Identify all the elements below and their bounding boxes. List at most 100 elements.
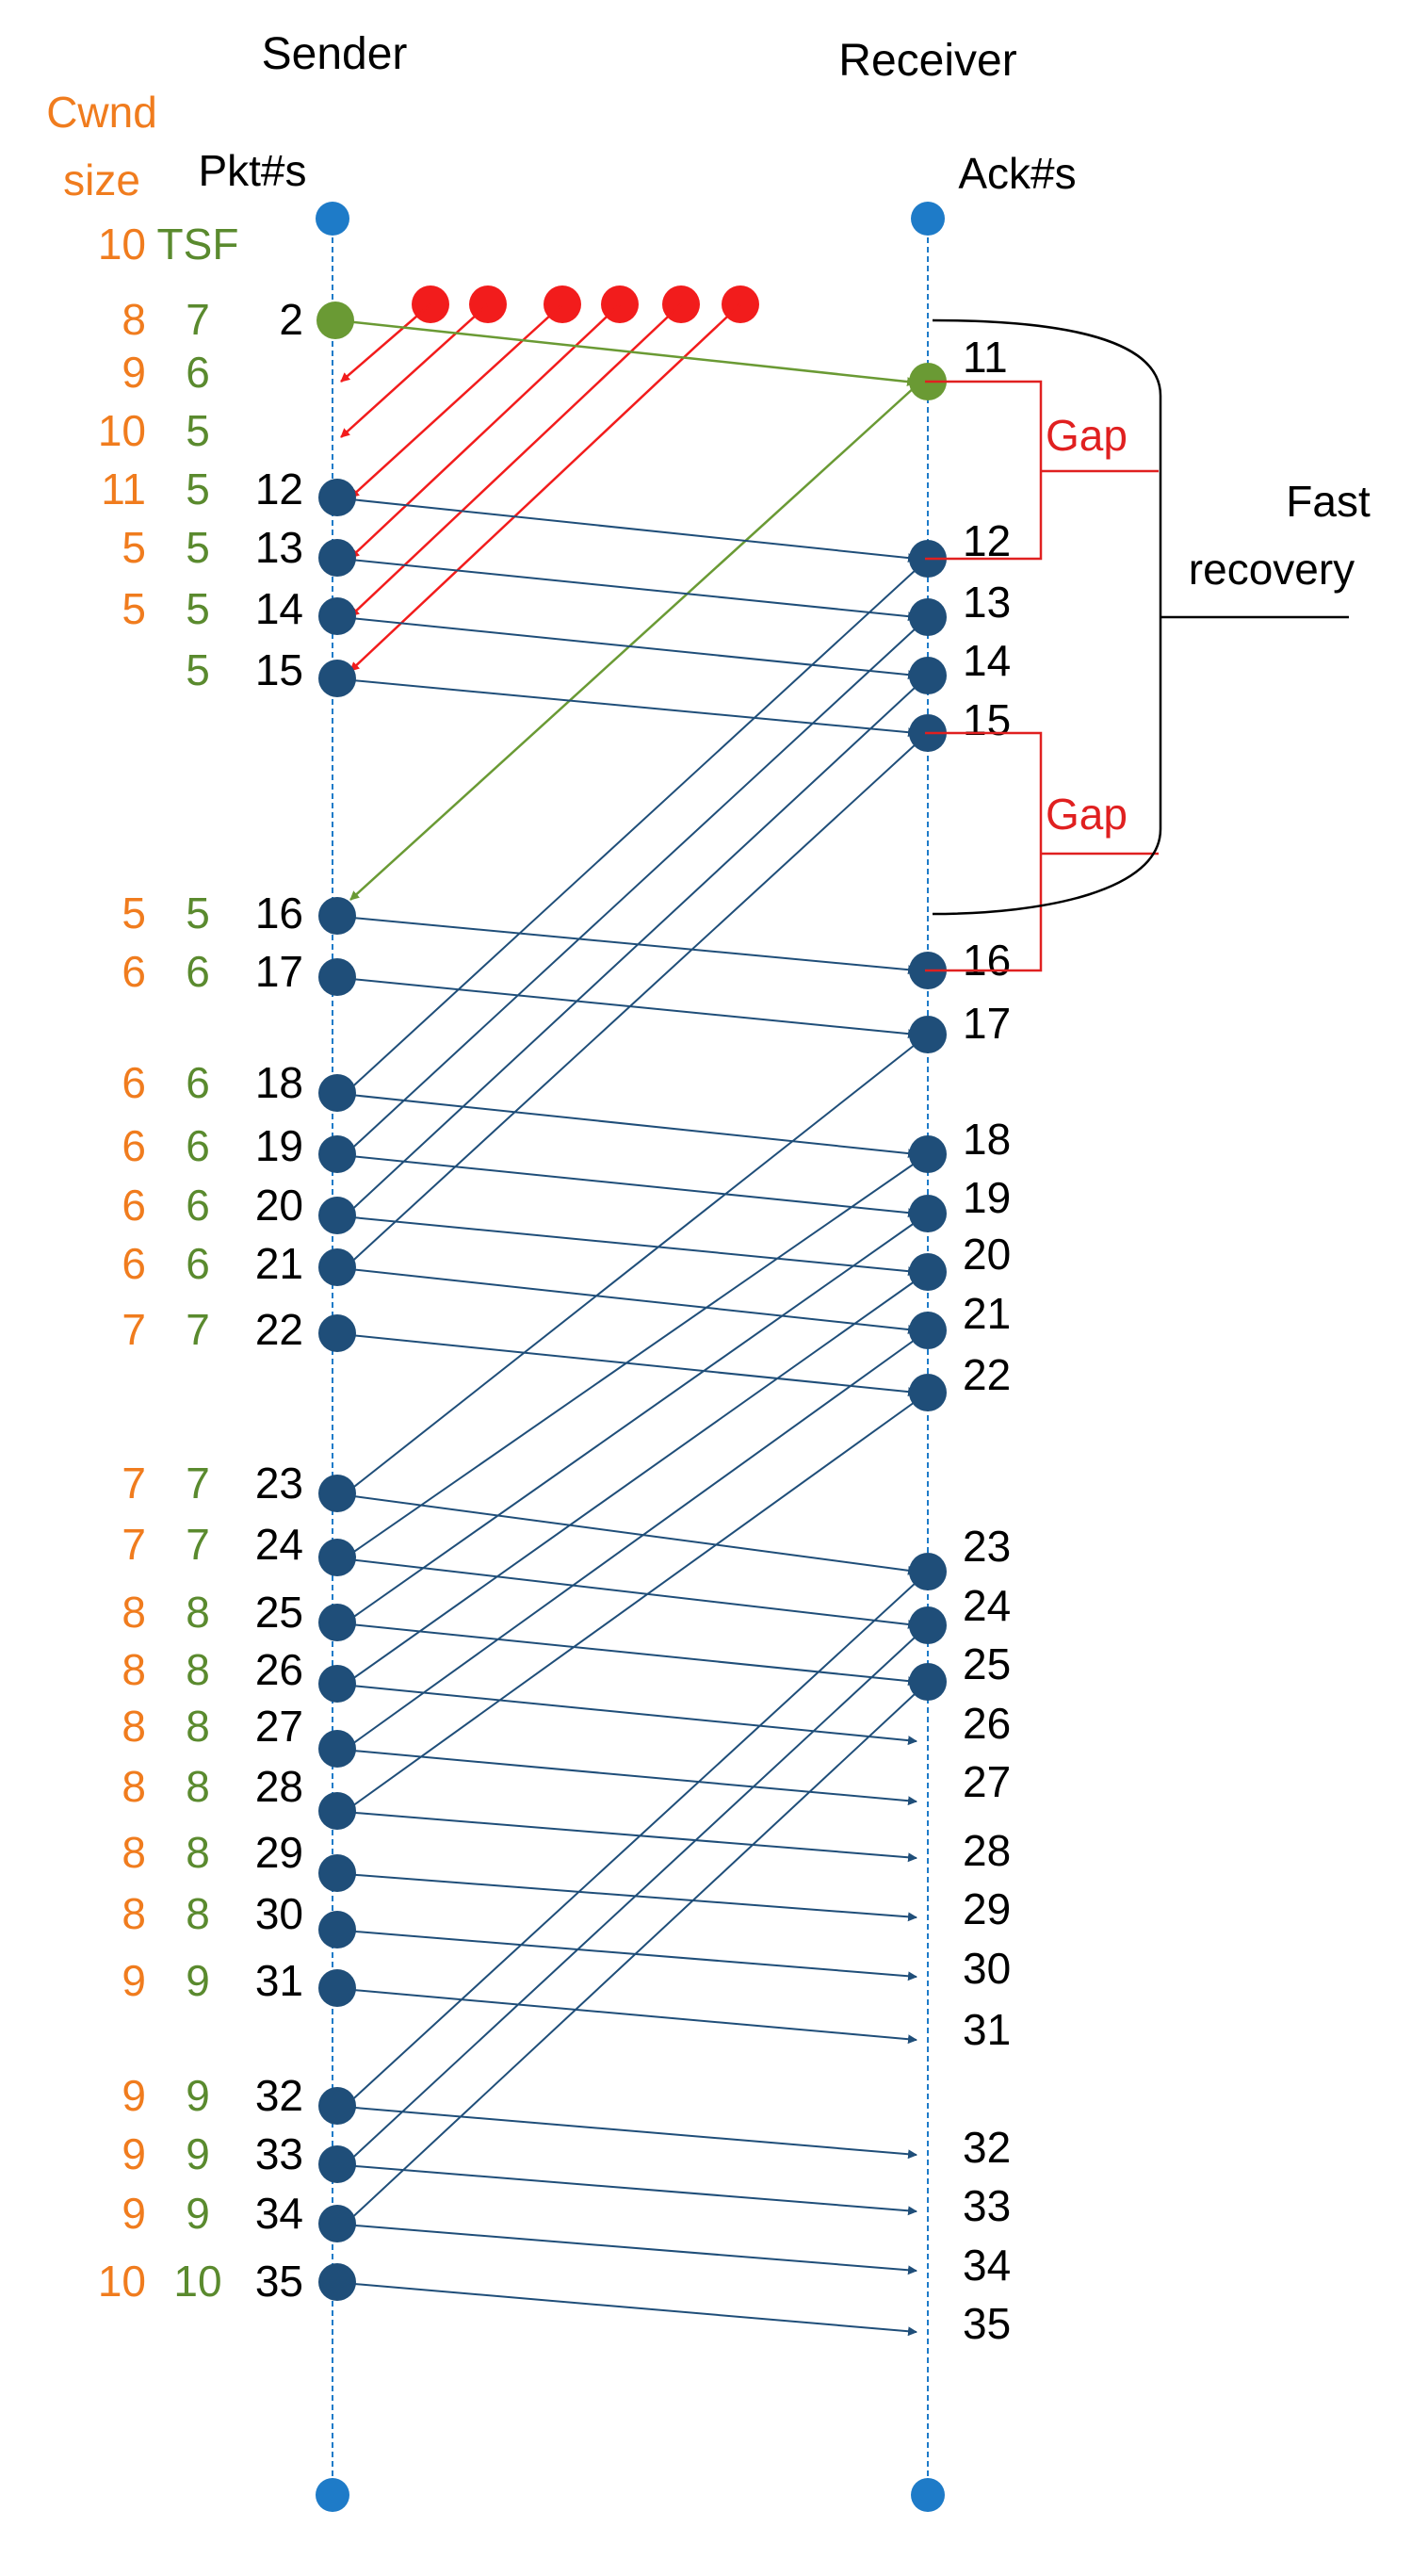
sender-packet-dot: [318, 1197, 356, 1234]
packet-number: 26: [255, 1645, 303, 1694]
cwnd-value: 9: [122, 348, 146, 397]
packet-number: 27: [255, 1702, 303, 1751]
packet-number: 19: [255, 1121, 303, 1170]
ack-number: 23: [963, 1522, 1011, 1571]
cwnd-value: 7: [122, 1305, 146, 1354]
ack-arrow: [345, 1329, 929, 1750]
data-packet-arrow: [332, 615, 917, 680]
cwnd-value: 8: [122, 1645, 146, 1694]
gap-label-2: Gap: [1046, 790, 1128, 839]
data-packet-arrow: [332, 677, 917, 738]
ack-number: 35: [963, 2299, 1011, 2348]
retransmit-ack-arrow: [349, 385, 917, 901]
packet-number: 23: [255, 1459, 303, 1508]
fast-recovery-label-line1: Fast: [1286, 477, 1371, 526]
tsf-value: 7: [186, 1520, 210, 1569]
cwnd-value: 6: [122, 1121, 146, 1170]
lost-arrows: [340, 303, 741, 672]
sender-packet-dot: [318, 2087, 356, 2125]
sender-packet-dot: [318, 1665, 356, 1703]
sender-packet-dot: [318, 597, 356, 635]
retransmitted-packet-dot: [316, 302, 354, 339]
cwnd-value: 6: [122, 947, 146, 996]
ack-arrow: [345, 1624, 929, 2165]
lost-packet-arrow: [349, 303, 741, 672]
ack-arrow: [345, 1153, 929, 1558]
retransmit-arrow: [336, 318, 917, 387]
tsf-value: 5: [186, 465, 210, 514]
ack-number: 14: [963, 636, 1011, 685]
sender-packet-dot: [318, 2145, 356, 2183]
cwnd-value: 6: [122, 1181, 146, 1230]
sender-packet-dot: [318, 1539, 356, 1576]
packet-number: 34: [255, 2189, 303, 2238]
cwnd-value: 8: [122, 1762, 146, 1811]
sender-packet-dot: [318, 1475, 356, 1512]
ack-arrow: [345, 558, 929, 1094]
sender-packet-dot: [318, 1854, 356, 1892]
data-packet-arrow: [332, 1748, 917, 1806]
cwnd-value: 8: [122, 295, 146, 344]
cwnd-value: 9: [122, 2071, 146, 2120]
data-packet-arrow: [332, 557, 917, 622]
data-packet-arrow: [332, 1929, 917, 1981]
cwnd-header-line2: size: [63, 155, 140, 204]
tsf-value: 6: [186, 1058, 210, 1107]
data-packet-arrow: [332, 1810, 917, 1863]
packet-number: 18: [255, 1058, 303, 1107]
cwnd-value: 5: [122, 889, 146, 937]
receiver-label: Receiver: [838, 36, 1016, 86]
tsf-value: 7: [186, 295, 210, 344]
gap-bracket-2: [925, 731, 1043, 972]
cwnd-value: 5: [122, 523, 146, 572]
ack-number: 29: [963, 1884, 1011, 1933]
cwnd-value: 7: [122, 1520, 146, 1569]
tsf-value: 6: [186, 1181, 210, 1230]
gap-label-1: Gap: [1046, 411, 1128, 460]
receiver-ack-dot: [909, 1374, 947, 1411]
data-packet-arrow: [332, 1092, 917, 1159]
ack-number: 12: [963, 516, 1011, 565]
ack-number: 22: [963, 1350, 1011, 1399]
cwnd-value: 8: [122, 1588, 146, 1637]
data-packet-arrow: [332, 2105, 917, 2160]
sender-packet-dot: [318, 1792, 356, 1830]
sender-packet-dot: [318, 1969, 356, 2007]
packet-number: 17: [255, 947, 303, 996]
tsf-value: 5: [186, 523, 210, 572]
sender-packet-dot: [318, 660, 356, 697]
ack-number: 21: [963, 1289, 1011, 1338]
tsf-value: 9: [186, 2071, 210, 2120]
cwnd-value: 7: [122, 1459, 146, 1508]
packet-number: 13: [255, 523, 303, 572]
fast-recovery-label-line2: recovery: [1189, 545, 1355, 594]
sender-packet-dot: [318, 1911, 356, 1948]
data-packet-arrow: [332, 2163, 917, 2216]
receiver-ack-dot: [909, 1195, 947, 1232]
sender-packet-dot: [318, 1730, 356, 1768]
tsf-value: 8: [186, 1702, 210, 1751]
sender-packet-dot: [318, 1314, 356, 1352]
cwnd-value: 6: [122, 1239, 146, 1288]
ack-number: 25: [963, 1639, 1011, 1688]
ack-number: 32: [963, 2123, 1011, 2172]
sender-packet-dot: [318, 479, 356, 516]
cwnd-value: 8: [122, 1889, 146, 1938]
ack-number: 17: [963, 999, 1011, 1048]
cwnd-value: 10: [98, 2257, 146, 2306]
cwnd-value: 5: [122, 584, 146, 633]
ack-number: 33: [963, 2181, 1011, 2230]
packet-number: 35: [255, 2257, 303, 2306]
receiver-ack-dot: [909, 1663, 947, 1701]
sender-packet-dot: [318, 1135, 356, 1173]
ack-number: 13: [963, 578, 1011, 627]
packet-number: 33: [255, 2129, 303, 2178]
tsf-value: 8: [186, 1762, 210, 1811]
packet-number: 15: [255, 645, 303, 694]
tsf-value: 6: [186, 1121, 210, 1170]
packet-number: 14: [255, 584, 303, 633]
receiver-ack-dot: [909, 598, 947, 636]
sender-timeline-end: [316, 2478, 349, 2512]
tsf-header: TSF: [157, 220, 239, 269]
